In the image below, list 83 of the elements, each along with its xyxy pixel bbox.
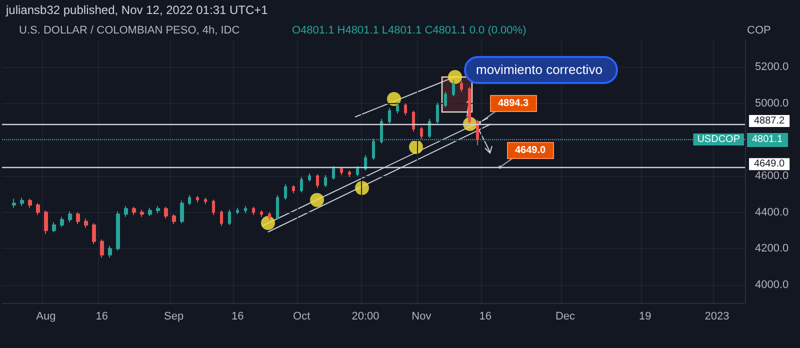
candlestick <box>324 174 327 188</box>
candlestick <box>212 199 215 216</box>
candlestick <box>20 197 24 206</box>
candlestick <box>52 222 56 233</box>
candlestick <box>364 154 367 172</box>
candlestick <box>108 245 112 258</box>
annotation: 4894.3 <box>490 95 537 112</box>
ref-line-label: USDCOP <box>697 134 740 146</box>
text: juliansb32 published, Nov 12, 2022 01:31 UTC+1 <box>6 3 268 17</box>
candlestick <box>204 197 207 205</box>
candlestick <box>356 166 359 177</box>
candlestick <box>268 212 271 221</box>
candlestick <box>116 210 120 251</box>
ref-line-label: 4649.0 <box>754 158 786 170</box>
candlestick <box>188 194 191 206</box>
ref-line-label: 4887.2 <box>754 115 786 126</box>
candlestick <box>124 205 128 218</box>
candlestick <box>12 198 16 208</box>
candlestick <box>172 214 176 225</box>
candlestick <box>252 206 255 216</box>
candlestick <box>44 210 48 235</box>
x-tick-label: Sep <box>164 310 184 322</box>
candlestick <box>396 101 399 114</box>
chart-title: U.S. DOLLAR / COLOMBIAN PESO, 4h, IDC <box>19 24 240 36</box>
candlestick <box>76 212 80 225</box>
candlestick <box>60 216 64 228</box>
candlestick <box>92 222 96 245</box>
candlestick <box>156 205 160 214</box>
candlestick <box>276 194 279 220</box>
x-tick-label: 19 <box>639 310 652 322</box>
candlestick <box>164 206 168 220</box>
chart-subtitle: O4801.1 H4801.1 L4801.1 C4801.1 0.0 (0.00%) <box>292 24 526 36</box>
candlestick <box>260 210 263 218</box>
candlestick <box>444 91 447 108</box>
annotation: movimiento correctivo <box>464 56 618 84</box>
candlestick <box>428 118 431 138</box>
candlestick <box>284 184 287 200</box>
y-tick-label: 4600.0 <box>755 170 789 182</box>
candlestick <box>420 126 423 140</box>
candlestick <box>292 184 295 194</box>
x-tick-label: 16 <box>232 310 244 322</box>
x-tick-label: Dec <box>555 310 576 322</box>
candlestick <box>132 206 136 216</box>
candlestick <box>332 166 335 180</box>
x-tick-label: Oct <box>293 310 310 322</box>
x-tick-label: Aug <box>36 310 56 322</box>
candlestick <box>348 170 351 178</box>
y-tick-label: 4000.0 <box>755 278 789 291</box>
candlestick <box>236 207 239 215</box>
candlestick <box>140 209 144 218</box>
candlestick <box>196 195 199 203</box>
candlestick <box>460 80 463 92</box>
candlestick <box>220 210 223 226</box>
x-tick-label: 20:00 <box>352 310 380 322</box>
candlestick <box>228 209 231 226</box>
candlestick <box>300 176 303 193</box>
y-tick-label: 5000.0 <box>755 97 789 110</box>
candlestick <box>28 198 32 208</box>
candlestick <box>100 239 104 258</box>
y-tick-label: 5200.0 <box>755 61 789 74</box>
candlestick <box>68 210 72 223</box>
y-tick-label: 4400.0 <box>755 206 789 218</box>
candlestick <box>452 79 455 97</box>
y-axis-title: COP <box>747 24 771 36</box>
x-tick-label: Nov <box>412 310 432 322</box>
x-tick-label: 16 <box>96 310 108 322</box>
x-tick-label: 2023 <box>704 310 730 322</box>
annotation: 4649.0 <box>507 142 554 159</box>
candlestick <box>316 174 319 188</box>
candlestick <box>404 102 407 116</box>
candlestick <box>244 205 247 214</box>
candlestick <box>308 172 311 182</box>
y-tick-label: 4200.0 <box>755 242 789 255</box>
candlestick <box>148 207 152 216</box>
candlestick <box>180 200 184 224</box>
candlestick <box>340 166 343 176</box>
annotation: 4801.1 <box>747 132 788 147</box>
candlestick <box>388 108 391 124</box>
candlestick <box>436 102 439 124</box>
candlestick <box>36 202 40 216</box>
candlestick <box>412 110 415 132</box>
candlestick <box>84 218 88 228</box>
x-tick-label: 16 <box>479 310 492 322</box>
